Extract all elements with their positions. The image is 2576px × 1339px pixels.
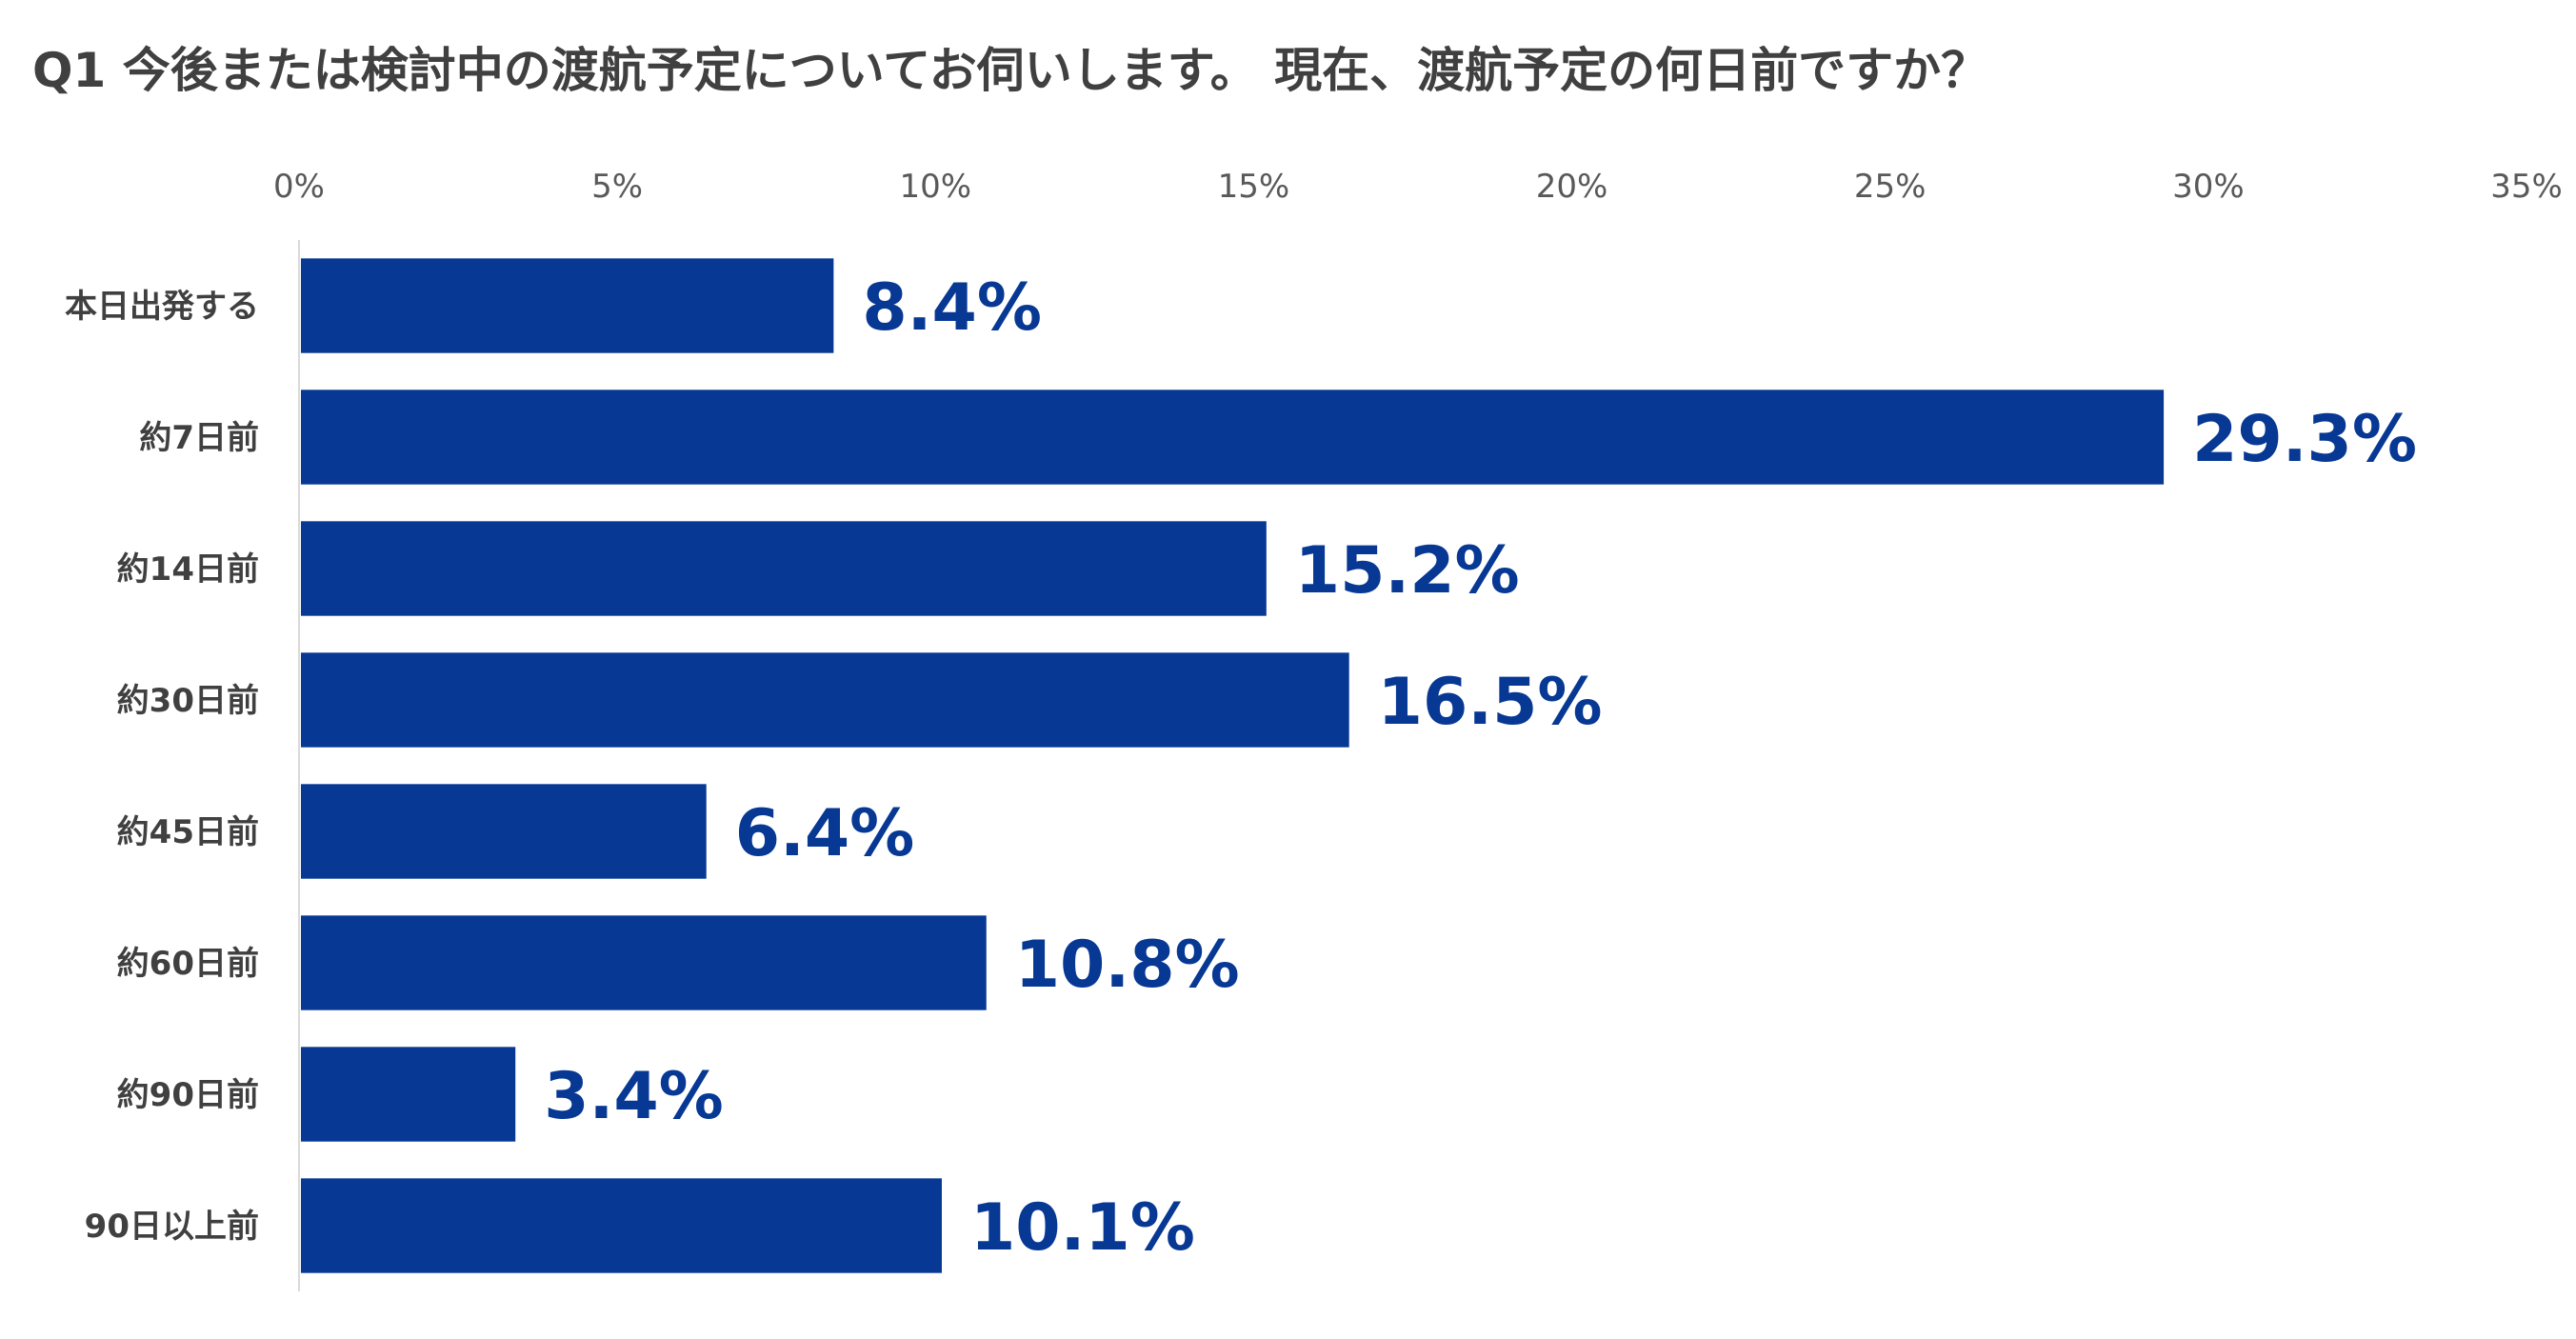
x-tick-label: 25%	[1854, 168, 1927, 206]
data-label: 10.8%	[1015, 928, 1240, 1003]
bar	[301, 521, 1267, 616]
x-tick-label: 0%	[273, 168, 325, 206]
data-label: 8.4%	[862, 270, 1042, 346]
data-label: 3.4%	[544, 1059, 724, 1134]
x-tick-label: 20%	[1536, 168, 1608, 206]
x-tick-label: 35%	[2490, 168, 2563, 206]
data-label: 29.3%	[2192, 402, 2417, 477]
x-tick-label: 5%	[591, 168, 643, 206]
category-label: 約45日前	[117, 813, 259, 851]
x-tick-label: 15%	[1218, 168, 1290, 206]
bar	[301, 1047, 516, 1142]
category-label: 約7日前	[139, 419, 259, 457]
bar	[301, 1178, 942, 1273]
data-label: 16.5%	[1378, 665, 1603, 740]
data-label: 10.1%	[970, 1190, 1195, 1266]
data-label: 6.4%	[735, 796, 915, 871]
category-label: 約14日前	[117, 550, 259, 589]
data-labels: 8.4% 29.3% 15.2% 16.5% 6.4% 10.8% 3.4% 10.1%	[544, 270, 2417, 1266]
bar	[301, 652, 1349, 748]
category-label: 約90日前	[117, 1076, 259, 1114]
category-label: 90日以上前	[85, 1208, 259, 1246]
category-label: 本日出発する	[65, 288, 259, 326]
category-label: 約30日前	[117, 682, 259, 720]
bar	[301, 915, 987, 1010]
bar	[301, 784, 707, 879]
x-axis-ticks: 0% 5% 10% 15% 20% 25% 30% 35%	[273, 168, 2563, 206]
bar	[301, 390, 2165, 485]
x-tick-label: 30%	[2172, 168, 2245, 206]
bar	[301, 258, 834, 353]
chart-title: Q1 今後または検討中の渡航予定についてお伺いします。 現在、渡航予定の何日前で…	[32, 43, 1989, 98]
category-label: 約60日前	[117, 945, 259, 983]
bars	[301, 258, 2165, 1273]
data-label: 15.2%	[1295, 533, 1520, 609]
x-tick-label: 10%	[899, 168, 971, 206]
